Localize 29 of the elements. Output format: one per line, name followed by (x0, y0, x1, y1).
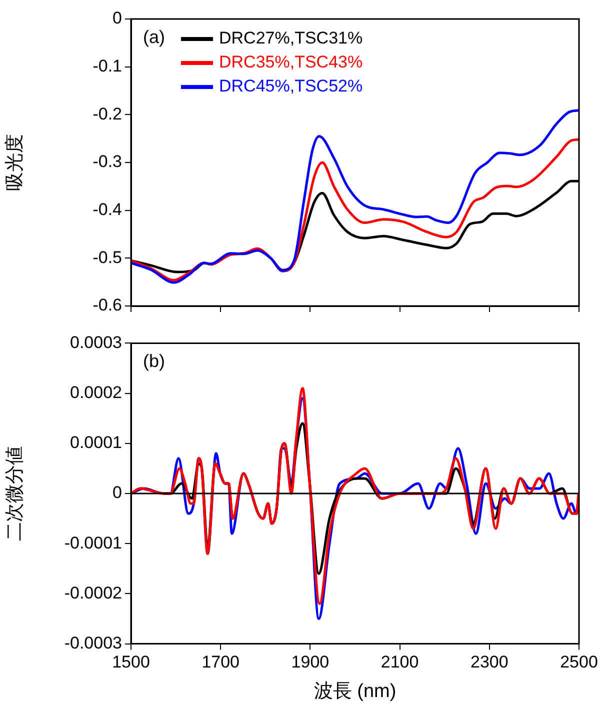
y-axis-title: 二次微分値 (4, 446, 26, 541)
x-tick-label: 2100 (380, 652, 419, 672)
legend-label: DRC45%,TSC52% (219, 76, 363, 96)
y-tick-label: -0.4 (92, 200, 122, 220)
y-tick-label: -0.0001 (64, 533, 122, 552)
y-tick-label: 0 (112, 483, 122, 502)
y-tick-label: -0.5 (92, 248, 122, 267)
y-tick-label: -0.3 (92, 152, 122, 172)
legend-label: DRC27%,TSC31% (219, 28, 363, 48)
x-axis-title: 波長 (nm) (314, 680, 396, 702)
annotation: (a) (143, 26, 165, 47)
x-tick-label: 1900 (291, 652, 330, 672)
y-tick-label: 0.0002 (70, 382, 122, 402)
y-tick-label: -0.2 (92, 104, 122, 124)
y-tick-label: 0.0001 (70, 433, 122, 452)
y-tick-label: 0.0003 (70, 332, 122, 352)
y-tick-label: -0.6 (92, 296, 122, 315)
x-tick-label: 1700 (202, 652, 240, 672)
x-tick-label: 1500 (112, 652, 150, 672)
annotation: (b) (143, 351, 165, 372)
x-tick-label: 2300 (470, 652, 508, 672)
x-tick-label: 2500 (560, 652, 598, 672)
y-tick-label: 0 (112, 8, 122, 28)
y-tick-label: -0.0002 (64, 583, 122, 602)
line-series (131, 109, 579, 284)
legend-label: DRC35%,TSC43% (219, 52, 363, 72)
y-tick-label: -0.0003 (64, 633, 122, 652)
y-tick-label: -0.1 (92, 56, 122, 76)
y-axis-title: 吸光度 (4, 134, 26, 191)
